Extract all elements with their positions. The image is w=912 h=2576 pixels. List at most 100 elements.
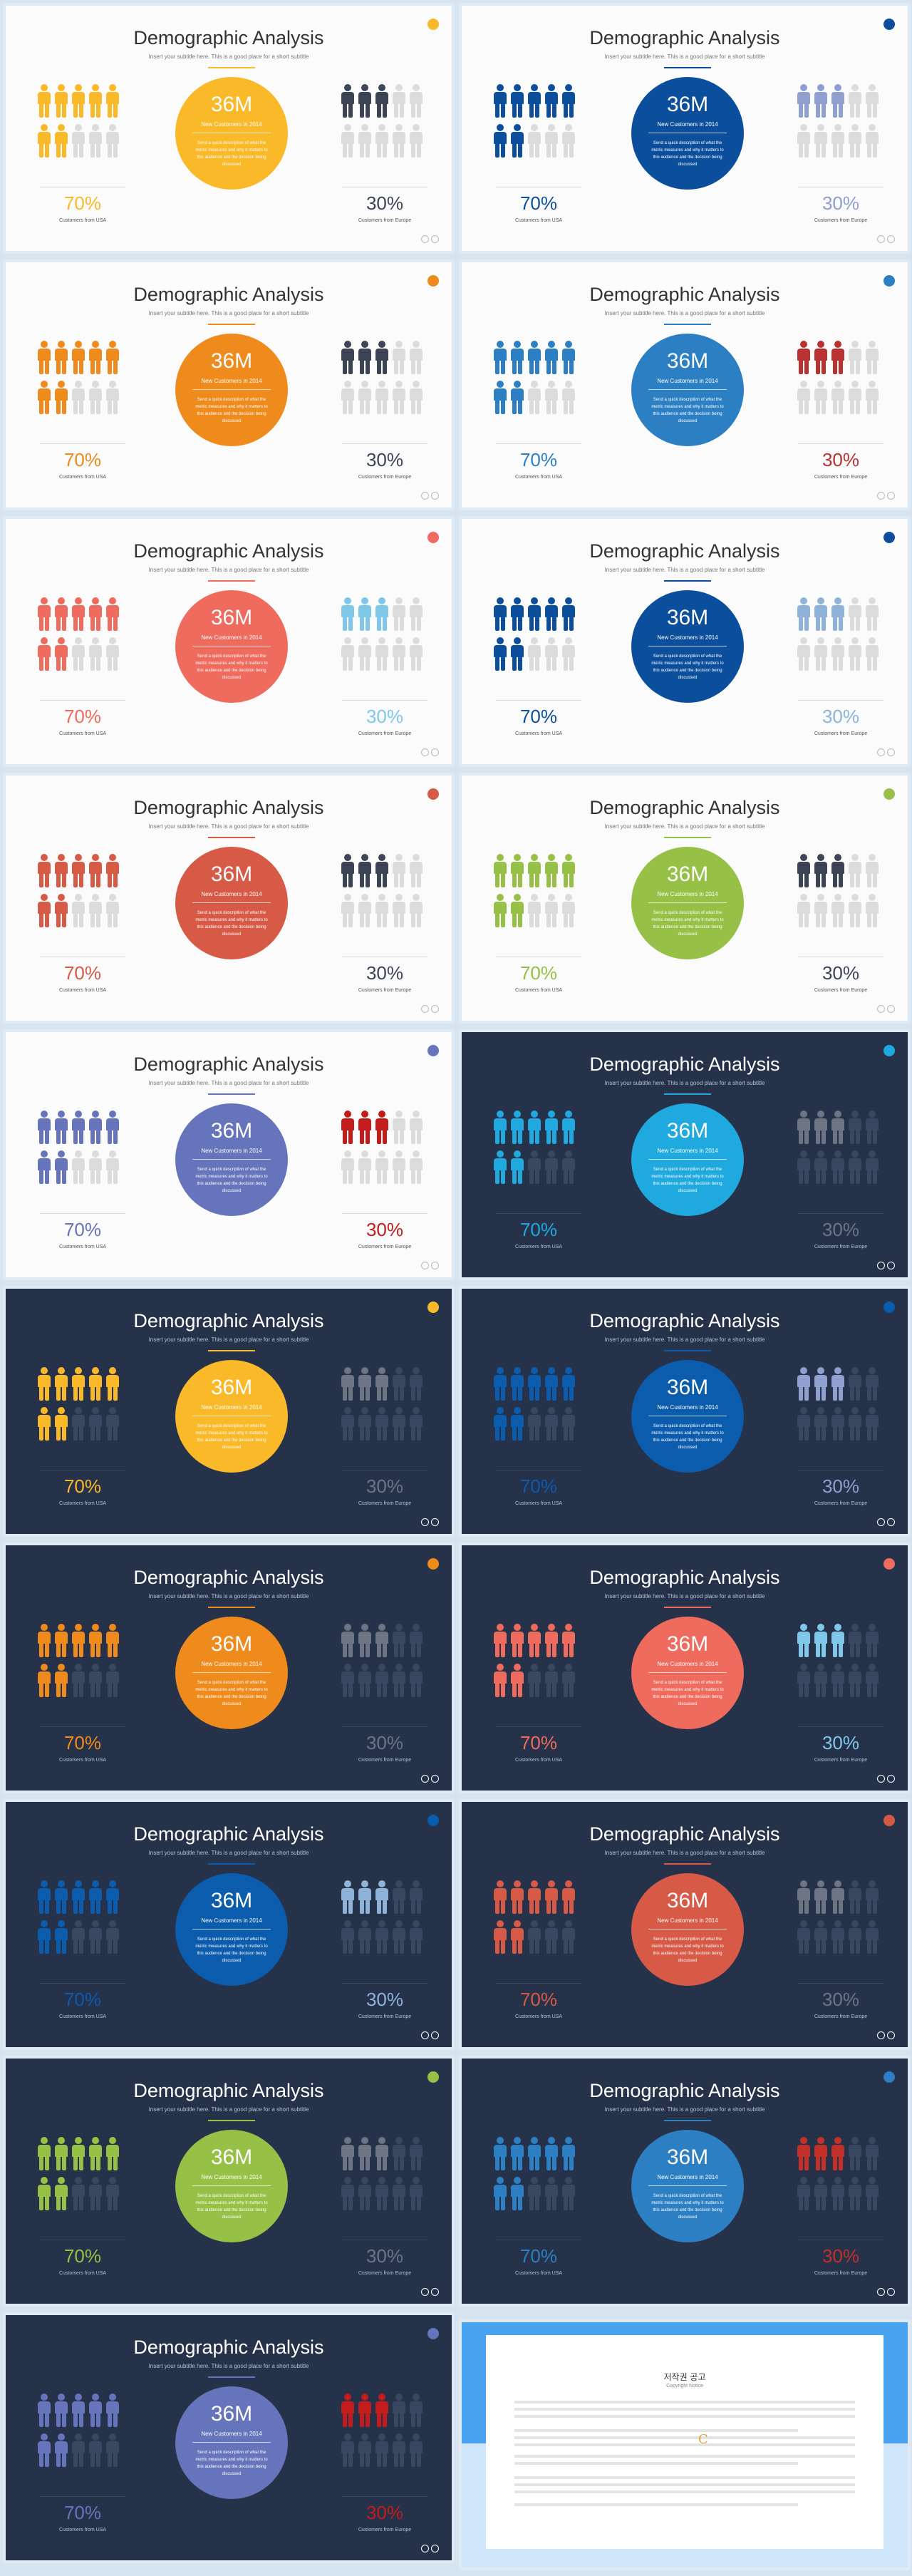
person-icon [409,1407,423,1441]
slide-thumbnail[interactable]: Demographic Analysis Insert your subtitle… [459,1542,911,1793]
slide-thumbnail[interactable]: Demographic Analysis Insert your subtitle… [3,3,455,254]
person-icon [358,1407,372,1441]
slide-subtitle: Insert your subtitle here. This is a goo… [148,823,309,830]
person-icon [544,1407,559,1441]
chevron-left-icon[interactable] [421,2031,429,2039]
slide-thumbnail[interactable]: Demographic Analysis Insert your subtitle… [3,259,455,510]
chevron-right-icon[interactable] [887,1262,895,1269]
person-icon [527,894,542,928]
person-icon [409,381,423,415]
people-group-left [37,84,123,163]
chevron-right-icon[interactable] [431,492,439,500]
slide-thumbnail[interactable]: Demographic Analysis Insert your subtitle… [3,1286,455,1537]
person-icon [341,381,355,415]
chevron-left-icon[interactable] [421,492,429,500]
chevron-left-icon[interactable] [877,2031,885,2039]
chevron-left-icon[interactable] [421,1775,429,1783]
slide-thumbnail[interactable]: Demographic Analysis Insert your subtitle… [3,2056,455,2307]
chevron-left-icon[interactable] [877,2288,885,2296]
person-icon [71,1407,86,1441]
chevron-right-icon[interactable] [431,2288,439,2296]
slide-thumbnail[interactable]: Demographic Analysis Insert your subtitle… [3,1029,455,1280]
chevron-left-icon[interactable] [877,1775,885,1783]
chevron-left-icon[interactable] [421,1005,429,1013]
chevron-left-icon[interactable] [877,235,885,243]
person-icon [358,637,372,671]
chevron-right-icon[interactable] [887,235,895,243]
person-icon [409,854,423,888]
person-icon [544,1111,559,1145]
chevron-right-icon[interactable] [431,1262,439,1269]
slide-thumbnail[interactable]: Demographic Analysis Insert your subtitle… [459,259,911,510]
text-line [514,2503,798,2506]
circle-divider [192,1929,271,1930]
chevron-right-icon[interactable] [887,492,895,500]
chevron-left-icon[interactable] [877,748,885,756]
slide-nav [419,2287,442,2296]
copyright-slide[interactable]: 저작권 공고 Copyright Notice C [459,2319,911,2570]
chevron-right-icon[interactable] [431,748,439,756]
chevron-right-icon[interactable] [887,748,895,756]
chevron-right-icon[interactable] [431,2545,439,2552]
circle-description: Send a quick description of what the met… [195,2194,268,2220]
right-percent: 30% [366,2245,404,2267]
chevron-right-icon[interactable] [431,1775,439,1783]
chevron-right-icon[interactable] [887,1775,895,1783]
slide-thumbnail[interactable]: Demographic Analysis Insert your subtitle… [3,1799,455,2050]
chevron-left-icon[interactable] [421,2545,429,2552]
chevron-left-icon[interactable] [421,1262,429,1269]
person-icon [561,1880,576,1915]
slide-thumbnail[interactable]: Demographic Analysis Insert your subtitle… [459,516,911,767]
person-icon [375,1664,389,1698]
chevron-right-icon[interactable] [887,2288,895,2296]
chevron-right-icon[interactable] [887,1005,895,1013]
chevron-left-icon[interactable] [421,2288,429,2296]
chevron-right-icon[interactable] [887,2031,895,2039]
slide-thumbnail[interactable]: Demographic Analysis Insert your subtitle… [459,2056,911,2307]
person-icon [409,1880,423,1915]
slide-thumbnail[interactable]: Demographic Analysis Insert your subtitle… [3,773,455,1024]
chevron-left-icon[interactable] [421,1518,429,1526]
chevron-right-icon[interactable] [887,1518,895,1526]
person-icon [831,1367,845,1401]
slide-title: Demographic Analysis [589,1310,780,1331]
person-icon [510,1920,524,1954]
chevron-left-icon[interactable] [421,235,429,243]
slide-thumbnail[interactable]: Demographic Analysis Insert your subtitle… [459,1286,911,1537]
chevron-left-icon[interactable] [877,1005,885,1013]
person-icon [865,124,879,158]
chevron-left-icon[interactable] [877,492,885,500]
slide-thumbnail[interactable]: Demographic Analysis Insert your subtitle… [459,3,911,254]
chevron-left-icon[interactable] [421,748,429,756]
title-underline [208,2376,255,2378]
chevron-right-icon[interactable] [431,1005,439,1013]
chevron-right-icon[interactable] [431,2031,439,2039]
person-icon [54,1367,68,1401]
person-icon [88,597,103,632]
person-icon [544,637,559,671]
slide-thumbnail[interactable]: Demographic Analysis Insert your subtitle… [3,516,455,767]
left-divider [40,700,125,701]
chevron-right-icon[interactable] [431,1518,439,1526]
person-icon [54,1880,68,1915]
person-icon [105,341,120,375]
metric-circle: 36M New Customers in 2014 Send a quick des… [175,334,288,446]
person-icon [37,1920,51,1954]
slide-title: Demographic Analysis [133,1053,324,1075]
right-percent: 30% [822,449,860,470]
slide-thumbnail[interactable]: Demographic Analysis Insert your subtitle… [459,1029,911,1280]
left-caption: Customers from USA [514,2271,563,2276]
slide-title: Demographic Analysis [589,1053,780,1075]
chevron-left-icon[interactable] [877,1518,885,1526]
person-icon [392,854,406,888]
chevron-right-icon[interactable] [431,235,439,243]
slide-subtitle: Insert your subtitle here. This is a goo… [604,1080,765,1086]
slide-thumbnail[interactable]: Demographic Analysis Insert your subtitle… [3,2312,455,2563]
slide-subtitle: Insert your subtitle here. This is a goo… [148,567,309,573]
slide-thumbnail[interactable]: Demographic Analysis Insert your subtitle… [459,1799,911,2050]
person-icon [797,597,811,632]
title-underline [208,67,255,68]
slide-thumbnail[interactable]: Demographic Analysis Insert your subtitle… [3,1542,455,1793]
chevron-left-icon[interactable] [877,1262,885,1269]
slide-thumbnail[interactable]: Demographic Analysis Insert your subtitle… [459,773,911,1024]
